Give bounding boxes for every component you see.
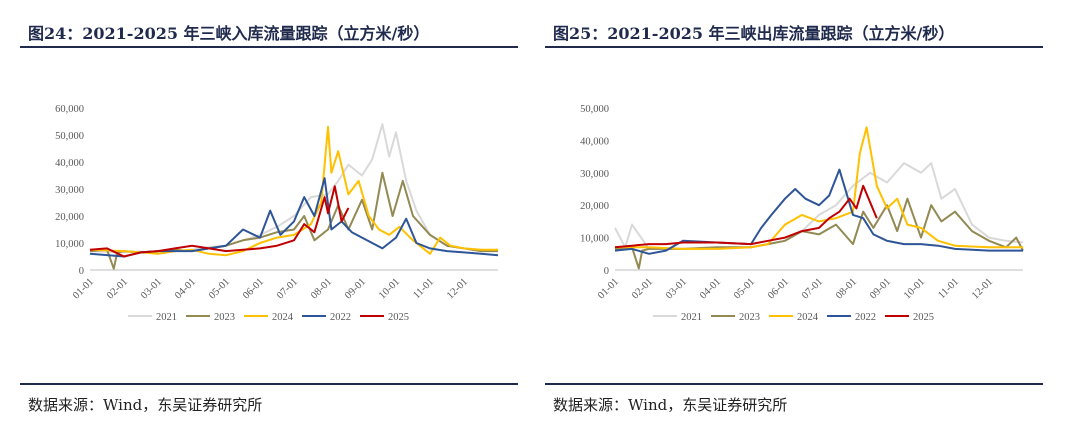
- series-line-2025: [89, 185, 350, 258]
- chart-panel-inflow: 图24：2021-2025 年三峡入库流量跟踪（立方米/秒） 0 10,000 20…: [20, 0, 520, 441]
- divider: [545, 383, 1043, 385]
- y-tick-label: 50,000: [580, 104, 609, 115]
- divider: [545, 46, 1043, 48]
- y-tick-label: 30,000: [580, 169, 609, 180]
- chart-title: 图25：2021-2025 年三峡出库流量跟踪（立方米/秒）: [553, 24, 955, 43]
- y-tick-label: 50,000: [55, 131, 84, 142]
- line-chart-outflow: 0 10,000 20,000 30,000 40,000 50,000 01-01 02-0…: [553, 98, 1037, 338]
- y-tick-label: 0: [79, 266, 84, 277]
- y-tick-label: 40,000: [55, 158, 84, 169]
- legend-label-2025: 2025: [388, 312, 409, 323]
- legend-label-2022: 2022: [855, 312, 876, 323]
- series-line-2022: [89, 177, 499, 258]
- legend-label-2021: 2021: [681, 312, 702, 323]
- divider: [20, 46, 518, 48]
- y-tick-label: 10,000: [55, 239, 84, 250]
- source-note: 数据来源：Wind，东吴证券研究所: [553, 396, 788, 414]
- line-chart-inflow: 0 10,000 20,000 30,000 40,000 50,000 60,000 01-…: [28, 98, 512, 338]
- y-tick-label: 30,000: [55, 185, 84, 196]
- legend-label-2023: 2023: [214, 312, 235, 323]
- divider: [20, 383, 518, 385]
- y-tick-label: 40,000: [580, 136, 609, 147]
- series-line-2022: [614, 168, 1023, 255]
- source-note: 数据来源：Wind，东吴证券研究所: [28, 396, 263, 414]
- chart-svg: 010,00020,00030,00040,00050,00060,00001-…: [28, 98, 512, 338]
- chart-background: [28, 98, 512, 338]
- series-line-2024: [89, 125, 498, 257]
- y-tick-label: 20,000: [580, 201, 609, 212]
- y-tick-label: 0: [604, 266, 609, 277]
- chart-title: 图24：2021-2025 年三峡入库流量跟踪（立方米/秒）: [28, 24, 430, 43]
- legend-label-2024: 2024: [272, 312, 294, 323]
- legend-label-2021: 2021: [156, 312, 177, 323]
- legend-label-2024: 2024: [797, 312, 819, 323]
- legend-label-2025: 2025: [913, 312, 934, 323]
- series-line-2023: [614, 197, 1024, 270]
- y-tick-label: 20,000: [55, 212, 84, 223]
- legend-label-2022: 2022: [330, 312, 351, 323]
- series-line-2024: [615, 126, 1023, 250]
- legend-label-2023: 2023: [739, 312, 760, 323]
- y-tick-label: 10,000: [580, 234, 609, 245]
- chart-panel-outflow: 图25：2021-2025 年三峡出库流量跟踪（立方米/秒） 0 10,000 20…: [545, 0, 1045, 441]
- series-line-2025: [614, 184, 878, 249]
- y-tick-label: 60,000: [55, 104, 84, 115]
